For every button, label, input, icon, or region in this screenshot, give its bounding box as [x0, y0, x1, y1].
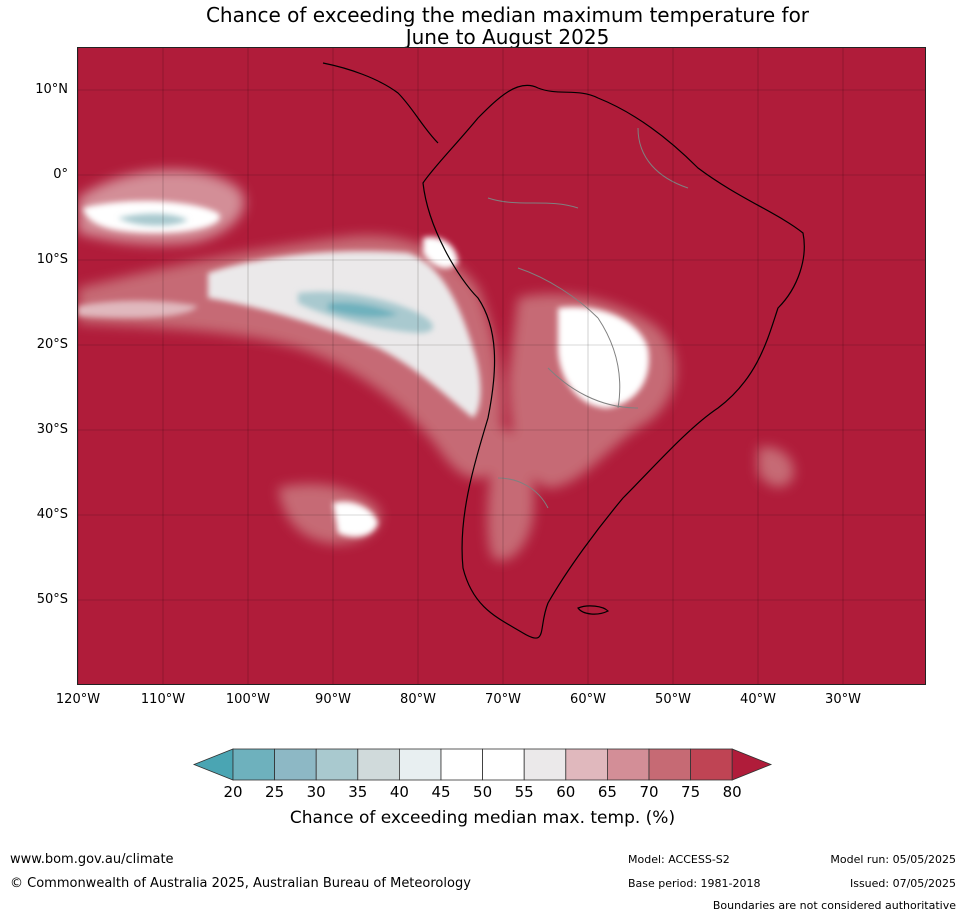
- footer-boundaries-note: Boundaries are not considered authoritat…: [712, 899, 956, 912]
- colorbar-label: Chance of exceeding median max. temp. (%…: [289, 808, 676, 828]
- forecast-map: [77, 47, 926, 685]
- lon-label-40w: 40°W: [740, 692, 776, 707]
- gridlines: [78, 48, 925, 684]
- map-title: Chance of exceeding the median maximum t…: [0, 4, 965, 48]
- colorbar-segment-65-70: [607, 748, 650, 781]
- map-title-line2: June to August 2025: [405, 25, 610, 49]
- colorbar-segment-over: [731, 748, 773, 781]
- map-background: [78, 48, 925, 684]
- colorbar-segment-70-75: [648, 748, 691, 781]
- colorbar-tick-80: 80: [722, 783, 742, 801]
- lat-label-0: 0°: [53, 167, 68, 182]
- colorbar-segment-30-35: [315, 748, 359, 781]
- colorbar-tick-55: 55: [514, 783, 534, 801]
- colorbar-tick-65: 65: [597, 783, 617, 801]
- colorbar-tick-70: 70: [639, 783, 659, 801]
- lon-label-120w: 120°W: [55, 692, 101, 707]
- country-borders: [487, 127, 689, 509]
- colorbar-segment-45-50: [440, 748, 483, 781]
- lon-label-90w: 90°W: [315, 692, 351, 707]
- colorbar-tick-35: 35: [348, 783, 368, 801]
- lat-label-20s: 20°S: [36, 337, 68, 352]
- lon-label-100w: 100°W: [225, 692, 271, 707]
- map-title-line1: Chance of exceeding the median maximum t…: [205, 3, 810, 27]
- colorbar-segment-35-40: [357, 748, 400, 781]
- colorbar-tick-45: 45: [431, 783, 451, 801]
- lon-label-70w: 70°W: [485, 692, 521, 707]
- footer-url-link[interactable]: www.bom.gov.au/climate: [10, 852, 174, 867]
- central-america-outline: [322, 62, 439, 144]
- probability-patches: [78, 169, 794, 561]
- colorbar-tick-25: 25: [265, 783, 285, 801]
- colorbar-tick-40: 40: [389, 783, 409, 801]
- falklands-outline: [577, 605, 610, 615]
- footer-issued: Issued: 07/05/2025: [849, 877, 956, 890]
- lat-label-40s: 40°S: [36, 507, 68, 522]
- lon-label-50w: 50°W: [655, 692, 691, 707]
- colorbar-segment-60-65: [565, 748, 608, 781]
- colorbar-segment-75-80: [690, 748, 733, 781]
- lat-label-10s: 10°S: [36, 252, 68, 267]
- lat-label-50s: 50°S: [36, 592, 68, 607]
- colorbar-tick-50: 50: [473, 783, 493, 801]
- colorbar-tick-75: 75: [681, 783, 701, 801]
- colorbar-tick-20: 20: [223, 783, 243, 801]
- land-outlines: [322, 62, 805, 639]
- south-america-outline: [422, 84, 805, 639]
- patch-band-blue: [118, 213, 433, 333]
- lon-label-80w: 80°W: [400, 692, 436, 707]
- colorbar-segment-under: [192, 748, 234, 781]
- lat-label-10n: 10°N: [35, 82, 68, 97]
- patch-band-white: [78, 201, 649, 537]
- lon-label-30w: 30°W: [825, 692, 861, 707]
- footer-copyright: © Commonwealth of Australia 2025, Austra…: [10, 876, 471, 891]
- lon-label-110w: 110°W: [140, 692, 186, 707]
- colorbar-segment-20-25: [232, 748, 275, 781]
- colorbar-segment-55-60: [523, 748, 567, 781]
- colorbar-tick-60: 60: [556, 783, 576, 801]
- forecast-map-svg: [78, 48, 925, 684]
- lat-label-30s: 30°S: [36, 422, 68, 437]
- footer-model: Model: ACCESS-S2: [628, 853, 730, 866]
- colorbar-segment-40-45: [398, 748, 442, 781]
- colorbar-segment-25-30: [274, 748, 317, 781]
- colorbar-segment-50-55: [482, 748, 525, 781]
- lon-label-60w: 60°W: [570, 692, 606, 707]
- colorbar-tick-30: 30: [306, 783, 326, 801]
- footer-base-period: Base period: 1981-2018: [628, 877, 761, 890]
- footer-model-run: Model run: 05/05/2025: [830, 853, 956, 866]
